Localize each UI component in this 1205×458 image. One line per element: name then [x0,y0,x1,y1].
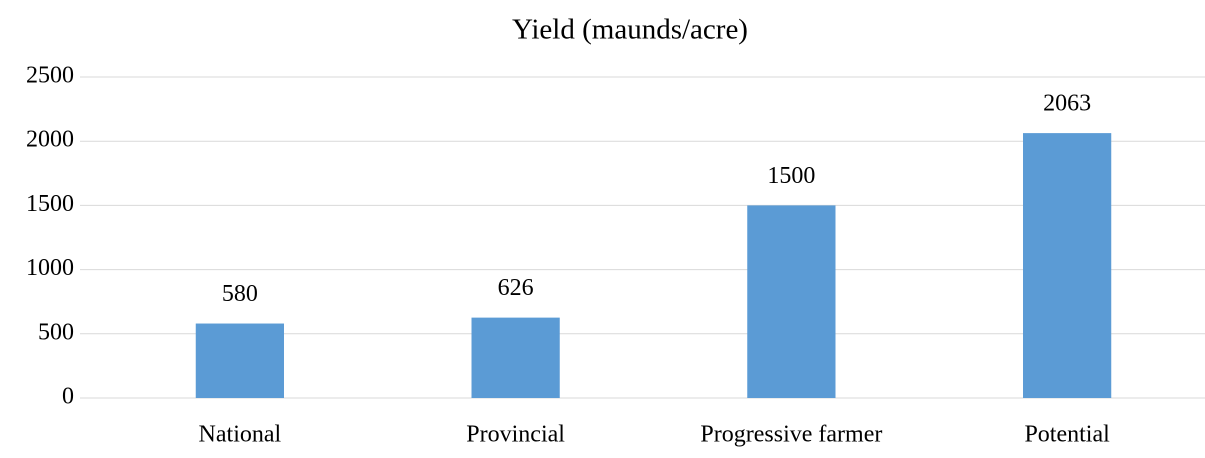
y-tick-label: 0 [62,384,74,410]
bar [471,317,560,398]
x-tick-label: Potential [1024,422,1110,448]
y-tick-label: 500 [38,319,74,345]
bar [1023,133,1112,399]
data-label: 2063 [1043,91,1091,117]
x-tick-label: Provincial [466,422,565,448]
chart-title: Yield (maunds/acre) [512,14,748,46]
data-label: 626 [498,275,534,301]
y-tick-label: 1000 [26,255,74,281]
x-tick-label: National [199,422,282,448]
y-tick-label: 1500 [26,191,74,217]
y-tick-label: 2000 [26,127,74,153]
y-tick-label: 2500 [26,63,74,89]
data-label: 580 [222,281,258,307]
data-label: 1500 [767,163,815,189]
bar [747,205,836,398]
x-tick-label: Progressive farmer [700,422,882,448]
bar [195,323,284,398]
